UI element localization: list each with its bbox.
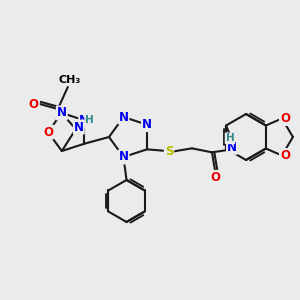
Text: N: N: [118, 110, 128, 124]
Text: O: O: [29, 98, 39, 110]
Text: N: N: [57, 106, 67, 119]
Text: N: N: [74, 121, 84, 134]
Text: CH₃: CH₃: [59, 75, 81, 85]
Text: N: N: [79, 114, 89, 127]
Text: H: H: [85, 115, 94, 125]
Text: N: N: [142, 118, 152, 131]
Text: N: N: [118, 151, 128, 164]
Text: O: O: [280, 149, 290, 162]
Text: O: O: [43, 125, 53, 139]
Text: O: O: [280, 112, 290, 125]
Text: S: S: [165, 145, 173, 158]
Text: N: N: [227, 141, 237, 154]
Text: O: O: [210, 171, 220, 184]
Text: H: H: [226, 133, 234, 143]
